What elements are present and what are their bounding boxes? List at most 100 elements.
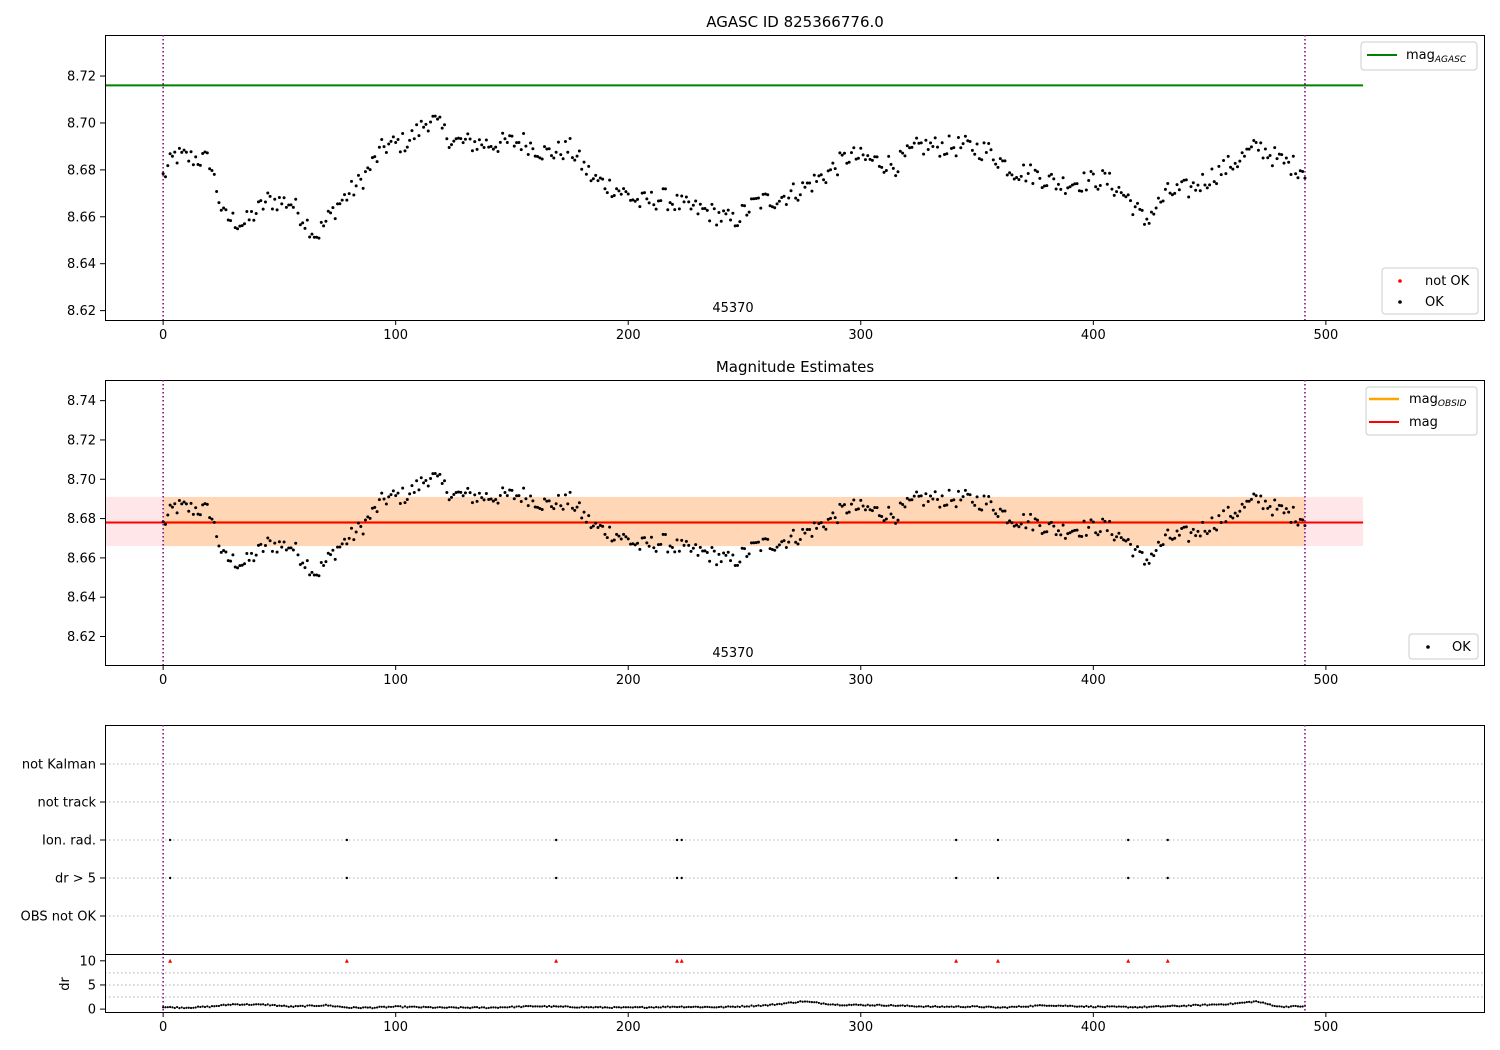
ok-point xyxy=(638,205,642,209)
ok-point xyxy=(796,198,800,202)
flag-point xyxy=(554,838,558,842)
dr-point xyxy=(610,1006,614,1010)
ok-point xyxy=(1008,171,1012,175)
dr-point xyxy=(510,1005,514,1008)
ok-point xyxy=(305,559,309,563)
ok-point xyxy=(768,547,772,551)
ok-point xyxy=(956,135,960,139)
ok-point xyxy=(926,499,930,503)
ok-point xyxy=(963,134,967,138)
ok-point xyxy=(470,149,474,153)
dr-point xyxy=(957,1005,960,1008)
ok-point xyxy=(1219,173,1223,177)
ok-point xyxy=(168,152,172,156)
dr-point xyxy=(910,1004,914,1008)
ok-point xyxy=(263,200,267,204)
ok-point xyxy=(1084,533,1088,537)
ok-point xyxy=(922,503,926,507)
ok-point xyxy=(1094,531,1098,535)
ok-point xyxy=(743,547,747,551)
ok-point xyxy=(1026,171,1030,175)
ok-point xyxy=(1098,184,1102,188)
dr-point xyxy=(303,1005,307,1008)
ok-point xyxy=(538,507,542,511)
ok-point xyxy=(494,145,498,149)
dr-point xyxy=(494,1006,497,1009)
ok-point xyxy=(187,509,191,513)
ok-point xyxy=(587,514,591,518)
ok-point xyxy=(310,232,314,236)
ok-point xyxy=(322,224,326,228)
dr-point xyxy=(182,1007,186,1010)
dr-point xyxy=(189,1006,193,1010)
ok-point xyxy=(1115,535,1119,539)
ok-point xyxy=(773,548,777,552)
ok-point xyxy=(466,486,470,490)
dr-point xyxy=(396,1005,400,1008)
dr-point xyxy=(862,1004,865,1007)
ok-point xyxy=(1152,212,1156,216)
ok-point xyxy=(1170,537,1174,541)
ok-point xyxy=(887,505,891,509)
ok-point xyxy=(552,507,556,511)
ok-point xyxy=(547,147,551,151)
ok-point xyxy=(352,193,356,197)
ok-point xyxy=(740,546,744,550)
ok-point xyxy=(405,498,409,502)
dr-point xyxy=(466,1006,469,1009)
ok-point xyxy=(866,505,870,509)
flags-xtick-label: 0 xyxy=(159,1020,167,1035)
ok-point xyxy=(996,514,1000,518)
dr-point xyxy=(445,1006,448,1009)
ok-point xyxy=(761,192,765,196)
ok-point xyxy=(1087,178,1091,182)
dr-point xyxy=(1250,1001,1253,1004)
ok-point xyxy=(259,199,263,203)
ok-point xyxy=(1087,525,1091,529)
ok-point xyxy=(912,141,916,145)
ok-point xyxy=(501,131,505,135)
ok-point xyxy=(440,126,444,130)
ok-point xyxy=(736,563,740,567)
ok-point xyxy=(1059,533,1063,537)
ok-point xyxy=(1270,513,1274,517)
dr-point xyxy=(222,1003,225,1006)
dr-point xyxy=(208,1006,211,1009)
dr-point xyxy=(1099,1005,1102,1008)
ok-point xyxy=(817,522,821,526)
ok-point xyxy=(168,503,172,507)
ok-point xyxy=(515,494,519,498)
ok-point xyxy=(624,535,628,539)
dr-point xyxy=(1255,1000,1258,1003)
ok-point xyxy=(461,494,465,498)
ok-point xyxy=(801,527,805,531)
dr-point xyxy=(836,1003,839,1006)
magnitude-xtick-label: 300 xyxy=(848,673,873,688)
dr-point xyxy=(1161,1005,1165,1008)
ok-point xyxy=(756,196,760,200)
ok-point xyxy=(661,532,665,536)
dr-point xyxy=(941,1005,944,1008)
dr-point xyxy=(1287,1006,1290,1009)
ok-point xyxy=(256,543,260,547)
dr-point xyxy=(1248,1000,1251,1004)
ok-point xyxy=(1212,526,1216,530)
dr-point xyxy=(757,1004,760,1007)
dr-point xyxy=(643,1006,646,1010)
ok-point xyxy=(763,192,767,196)
ok-point xyxy=(582,160,586,164)
dr-point xyxy=(210,1005,214,1008)
ok-point xyxy=(236,566,240,570)
dr-point xyxy=(166,1006,169,1009)
ok-point xyxy=(510,488,514,492)
dr-point xyxy=(582,1006,586,1009)
ok-point xyxy=(708,219,712,223)
dr-point xyxy=(1296,1005,1300,1008)
ok-point xyxy=(877,514,881,518)
ok-point xyxy=(610,195,614,199)
ok-point xyxy=(766,193,770,197)
ok-point xyxy=(408,138,412,142)
dr-point xyxy=(278,1004,281,1007)
flag-point xyxy=(1127,838,1130,842)
ok-point xyxy=(931,145,935,149)
